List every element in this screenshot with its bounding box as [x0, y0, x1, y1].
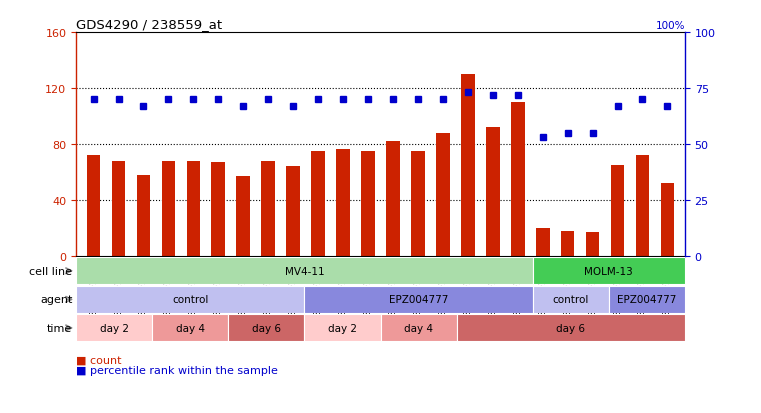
Text: ■ percentile rank within the sample: ■ percentile rank within the sample	[76, 366, 278, 375]
Bar	[212, 163, 225, 256]
Text: cell line: cell line	[29, 266, 72, 276]
Bar	[76, 286, 304, 313]
Text: day 4: day 4	[404, 323, 433, 333]
Bar	[561, 231, 575, 256]
Bar	[311, 152, 325, 256]
Text: agent: agent	[40, 294, 72, 305]
Bar	[586, 233, 600, 256]
Text: day 4: day 4	[176, 323, 205, 333]
Bar	[486, 128, 500, 256]
Text: MV4-11: MV4-11	[285, 266, 324, 276]
Bar	[87, 156, 100, 256]
Text: GDS4290 / 238559_at: GDS4290 / 238559_at	[76, 17, 222, 31]
Bar	[511, 103, 524, 256]
Text: day 2: day 2	[328, 323, 357, 333]
Text: ■ count: ■ count	[76, 355, 122, 365]
Bar	[286, 167, 300, 256]
Bar	[386, 142, 400, 256]
Bar	[533, 286, 609, 313]
Bar	[228, 315, 304, 342]
Bar	[304, 286, 533, 313]
Bar	[635, 156, 649, 256]
Bar	[461, 75, 475, 256]
Bar	[112, 161, 126, 256]
Bar	[536, 228, 549, 256]
Bar	[161, 161, 175, 256]
Text: EPZ004777: EPZ004777	[617, 294, 677, 305]
Text: control: control	[172, 294, 209, 305]
Bar	[336, 150, 350, 256]
Bar	[237, 177, 250, 256]
Bar	[411, 152, 425, 256]
Bar	[76, 258, 533, 285]
Bar	[76, 315, 152, 342]
Text: MOLM-13: MOLM-13	[584, 266, 633, 276]
Bar	[610, 166, 624, 256]
Bar	[533, 258, 685, 285]
Bar	[609, 286, 685, 313]
Bar	[380, 315, 457, 342]
Text: time: time	[47, 323, 72, 333]
Bar	[661, 183, 674, 256]
Bar	[457, 315, 685, 342]
Bar	[186, 161, 200, 256]
Text: EPZ004777: EPZ004777	[389, 294, 448, 305]
Text: day 2: day 2	[100, 323, 129, 333]
Text: control: control	[552, 294, 589, 305]
Bar	[137, 175, 151, 256]
Text: day 6: day 6	[252, 323, 281, 333]
Text: 100%: 100%	[655, 21, 685, 31]
Bar	[261, 161, 275, 256]
Bar	[361, 152, 375, 256]
Bar	[436, 133, 450, 256]
Bar	[304, 315, 380, 342]
Bar	[152, 315, 228, 342]
Text: day 6: day 6	[556, 323, 585, 333]
